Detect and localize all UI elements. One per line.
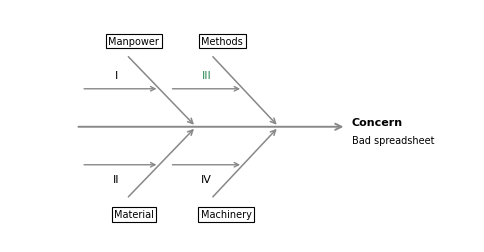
- Text: Manpower: Manpower: [108, 37, 159, 47]
- Text: IV: IV: [200, 174, 212, 184]
- Text: Machinery: Machinery: [200, 210, 251, 219]
- Text: II: II: [113, 174, 120, 184]
- Text: Concern: Concern: [351, 117, 402, 128]
- Text: Methods: Methods: [201, 37, 242, 47]
- Text: I: I: [115, 71, 118, 81]
- Text: Bad spreadsheet: Bad spreadsheet: [351, 136, 434, 146]
- Text: III: III: [201, 71, 211, 81]
- Text: Material: Material: [114, 210, 153, 219]
